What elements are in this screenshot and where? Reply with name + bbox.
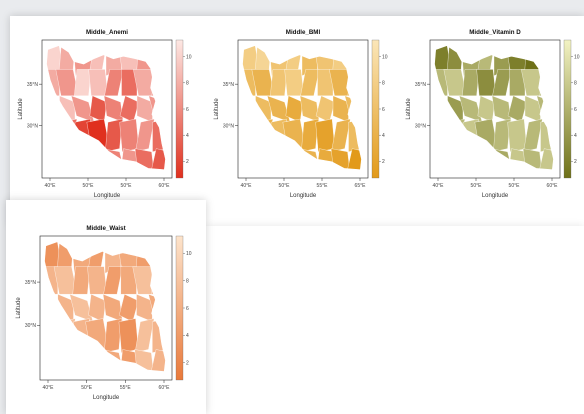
panel-title: Middle_Anemi <box>86 29 128 36</box>
y-tick-label: 35°N <box>223 82 235 88</box>
color-scale-tick: 6 <box>186 306 189 312</box>
color-scale-bar <box>175 235 184 381</box>
province-region <box>104 69 124 96</box>
color-scale-tick: 6 <box>186 107 189 113</box>
color-scale-bar <box>175 39 184 179</box>
x-axis-label: Longitude <box>482 193 509 199</box>
x-tick-label: 50°E <box>279 183 291 189</box>
country-outline <box>44 241 166 372</box>
y-axis-label: Latitude <box>406 98 412 120</box>
x-axis-label: Longitude <box>94 193 121 199</box>
province-region <box>103 266 123 295</box>
color-scale-tick: 2 <box>382 159 385 165</box>
panel-title: Middle_Waist <box>86 225 125 232</box>
panel-title: Middle_Vitamin D <box>469 29 521 36</box>
province-region <box>72 266 91 295</box>
y-tick-label: 30°N <box>415 123 427 129</box>
color-scale-tick: 4 <box>186 133 189 139</box>
province-region <box>88 69 109 96</box>
color-scale-bar <box>371 39 380 179</box>
x-tick-label: 55°E <box>317 183 329 189</box>
color-scale-tick: 4 <box>382 133 385 139</box>
x-axis-label: Longitude <box>290 193 317 199</box>
province-region <box>284 69 305 96</box>
province-region <box>135 118 155 153</box>
country-outline <box>46 45 166 171</box>
empty-area <box>206 226 584 414</box>
province-region <box>105 118 123 153</box>
y-tick-label: 35°N <box>415 82 427 88</box>
x-tick-label: 50°E <box>471 183 483 189</box>
color-scale-tick: 10 <box>382 54 388 60</box>
province-region <box>118 318 139 353</box>
y-axis-label: Latitude <box>16 297 22 319</box>
color-scale-tick: 6 <box>382 107 385 113</box>
x-tick-label: 60°E <box>547 183 559 189</box>
y-tick-label: 30°N <box>27 123 39 129</box>
y-tick-label: 30°N <box>25 323 37 329</box>
x-tick-label: 50°E <box>83 183 95 189</box>
province-region <box>119 118 140 153</box>
y-axis-label: Latitude <box>214 98 220 120</box>
x-tick-label: 40°E <box>433 183 445 189</box>
map-panel-vitamin-d: Middle_Vitamin D 40°E 50°E 50°E 60°E Longitud… <box>406 29 580 199</box>
y-tick-label: 35°N <box>27 82 39 88</box>
color-scale-bar <box>563 39 572 179</box>
color-scale-tick: 8 <box>186 278 189 284</box>
color-scale-tick: 10 <box>186 251 192 257</box>
x-tick-label: 40°E <box>45 183 57 189</box>
province-region <box>331 118 351 153</box>
province-region <box>300 69 320 96</box>
color-scale-tick: 4 <box>186 333 189 339</box>
x-tick-label: 50°E <box>121 183 133 189</box>
x-tick-label: 60°E <box>159 183 171 189</box>
y-tick-label: 30°N <box>223 123 235 129</box>
province-region <box>476 69 497 96</box>
country-outline <box>242 45 362 171</box>
province-region <box>104 318 122 353</box>
map-panel-bmi: Middle_BMI 40°E 50°E 55°E 65°E Longitude 35°N 3… <box>214 29 388 199</box>
province-region <box>523 118 543 153</box>
x-tick-label: 40°E <box>241 183 253 189</box>
y-axis-label: Latitude <box>18 98 24 120</box>
x-tick-label: 60°E <box>159 385 171 391</box>
color-scale-tick: 8 <box>186 81 189 87</box>
x-tick-label: 50°E <box>81 385 93 391</box>
color-scale-tick: 8 <box>382 81 385 87</box>
color-scale-tick: 2 <box>186 159 189 165</box>
x-tick-label: 55°E <box>120 385 132 391</box>
province-region <box>493 118 511 153</box>
province-region <box>462 69 480 96</box>
map-panel-anemi: Middle_Anemi 40°E 50°E 50°E 60°E Longitude 35°… <box>18 29 192 199</box>
province-region <box>301 118 319 153</box>
x-axis-label: Longitude <box>93 395 120 401</box>
country-outline <box>434 45 554 171</box>
province-region <box>134 318 155 353</box>
province-region <box>492 69 512 96</box>
x-tick-label: 40°E <box>43 385 55 391</box>
x-tick-label: 65°E <box>355 183 367 189</box>
x-tick-label: 50°E <box>509 183 521 189</box>
color-scale-tick: 2 <box>574 159 577 165</box>
province-region <box>507 118 528 153</box>
y-tick-label: 35°N <box>25 280 37 286</box>
color-scale-tick: 8 <box>574 81 577 87</box>
province-region <box>270 69 288 96</box>
province-region <box>87 266 108 295</box>
color-scale-tick: 4 <box>574 133 577 139</box>
panel-title: Middle_BMI <box>286 29 321 36</box>
color-scale-tick: 10 <box>574 54 580 60</box>
color-scale-tick: 2 <box>186 361 189 367</box>
province-region <box>315 118 336 153</box>
map-panel-waist: Middle_Waist 40°E 50°E 55°E 60°E Longitude 35°… <box>16 225 192 401</box>
province-region <box>74 69 92 96</box>
color-scale-tick: 10 <box>186 54 192 60</box>
color-scale-tick: 6 <box>574 107 577 113</box>
